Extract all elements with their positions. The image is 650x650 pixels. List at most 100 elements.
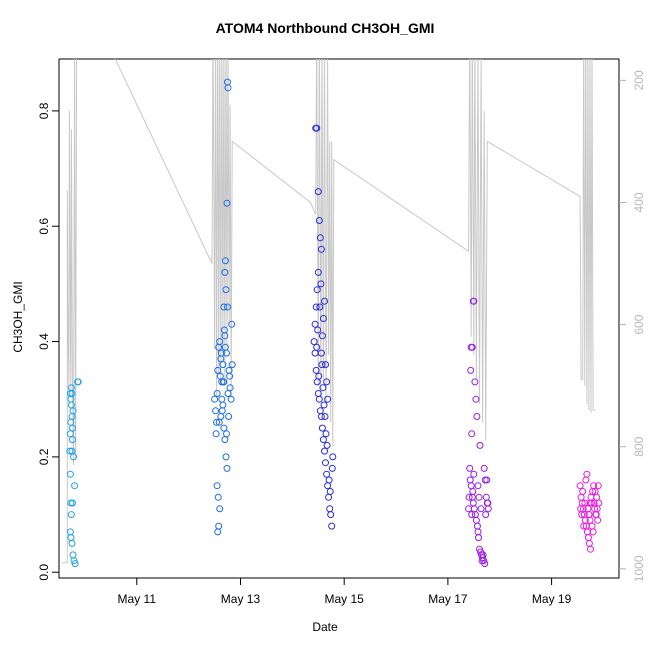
right-pressure-axis: 200 400 600 800 1000 <box>619 70 646 582</box>
data-point <box>312 366 320 374</box>
data-point <box>74 378 82 386</box>
series-1 <box>66 378 82 568</box>
data-point <box>467 482 475 490</box>
data-point <box>478 557 486 565</box>
data-point <box>228 320 236 328</box>
x-tick-label: May 17 <box>428 592 468 606</box>
data-point <box>214 366 222 374</box>
data-point <box>69 436 76 444</box>
data-point <box>321 297 328 305</box>
data-point <box>588 522 596 530</box>
data-point <box>470 505 478 513</box>
x-axis: May 11 May 13 May 15 May 17 May 19 <box>118 577 572 606</box>
data-point <box>313 343 321 351</box>
data-point <box>71 560 79 568</box>
data-point <box>319 436 327 444</box>
data-point <box>475 534 482 542</box>
data-point <box>589 528 597 536</box>
data-point <box>313 286 321 294</box>
data-point <box>314 326 322 334</box>
data-point <box>227 395 235 403</box>
data-point <box>327 511 335 519</box>
data-point <box>469 499 477 507</box>
pressure-line <box>61 59 596 564</box>
data-point <box>211 395 219 403</box>
data-point <box>216 338 224 346</box>
data-point <box>212 407 220 415</box>
pressure-trace <box>61 59 596 564</box>
data-point <box>222 453 230 461</box>
data-point <box>313 378 321 386</box>
data-point <box>474 528 482 536</box>
data-point <box>66 430 74 438</box>
data-point <box>216 372 224 380</box>
data-point <box>221 257 229 265</box>
data-point <box>583 470 591 478</box>
data-point <box>226 372 234 380</box>
data-point <box>313 124 321 132</box>
data-point <box>224 84 232 92</box>
data-point <box>316 303 324 311</box>
data-point <box>69 499 76 507</box>
data-point <box>469 488 477 495</box>
data-point <box>317 245 325 253</box>
data-point <box>221 436 229 444</box>
data-point <box>311 349 319 357</box>
data-point <box>594 516 602 524</box>
data-point <box>220 303 228 311</box>
data-point <box>221 343 229 351</box>
data-point <box>67 384 75 392</box>
data-point <box>318 332 326 340</box>
data-point <box>69 407 77 415</box>
data-point <box>318 361 326 369</box>
data-point <box>218 407 226 415</box>
data-point <box>68 447 76 455</box>
data-point <box>587 493 595 501</box>
chart-title: ATOM4 Northbound CH3OH_GMI <box>215 20 435 36</box>
data-point <box>473 522 481 530</box>
data-point <box>470 297 478 305</box>
data-point <box>593 493 601 501</box>
data-point <box>218 395 226 403</box>
data-point <box>223 464 231 472</box>
data-point <box>220 424 228 432</box>
data-point <box>324 395 332 403</box>
data-point <box>66 528 74 536</box>
data-point <box>320 401 328 409</box>
data-point <box>466 464 474 472</box>
right-tick-label: 800 <box>632 436 646 456</box>
data-point <box>323 470 331 478</box>
data-point <box>215 522 223 530</box>
data-point <box>219 361 227 369</box>
data-point <box>585 539 593 547</box>
data-point <box>577 493 585 501</box>
data-point <box>477 505 485 513</box>
y-tick-label: 0.0 <box>37 564 51 581</box>
data-point <box>576 482 584 490</box>
data-point <box>319 384 327 392</box>
data-point <box>312 303 320 311</box>
data-point <box>325 493 333 501</box>
data-point <box>326 505 334 513</box>
data-point <box>67 534 75 542</box>
data-point <box>590 499 598 507</box>
data-point <box>328 464 336 472</box>
data-point <box>482 511 490 519</box>
data-point <box>482 493 490 501</box>
data-point <box>582 476 590 484</box>
data-point <box>216 505 224 513</box>
data-point <box>212 430 220 438</box>
data-point <box>475 493 483 501</box>
data-point <box>228 361 236 369</box>
data-point <box>322 430 330 438</box>
data-point <box>484 505 492 513</box>
x-axis-label: Date <box>312 620 338 634</box>
data-point <box>577 505 585 513</box>
data-point <box>213 418 221 426</box>
data-point <box>224 390 232 397</box>
y-tick-label: 0.2 <box>37 448 51 465</box>
data-point <box>472 516 480 524</box>
data-point <box>324 482 332 490</box>
data-point <box>315 217 323 224</box>
data-point <box>213 390 221 397</box>
